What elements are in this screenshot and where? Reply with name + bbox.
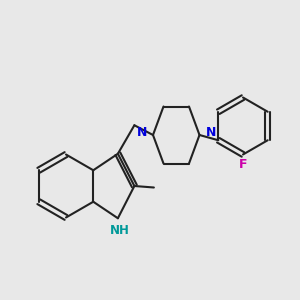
Text: NH: NH [110,224,130,237]
Text: N: N [136,126,147,139]
Text: F: F [239,158,247,172]
Text: N: N [206,126,216,139]
